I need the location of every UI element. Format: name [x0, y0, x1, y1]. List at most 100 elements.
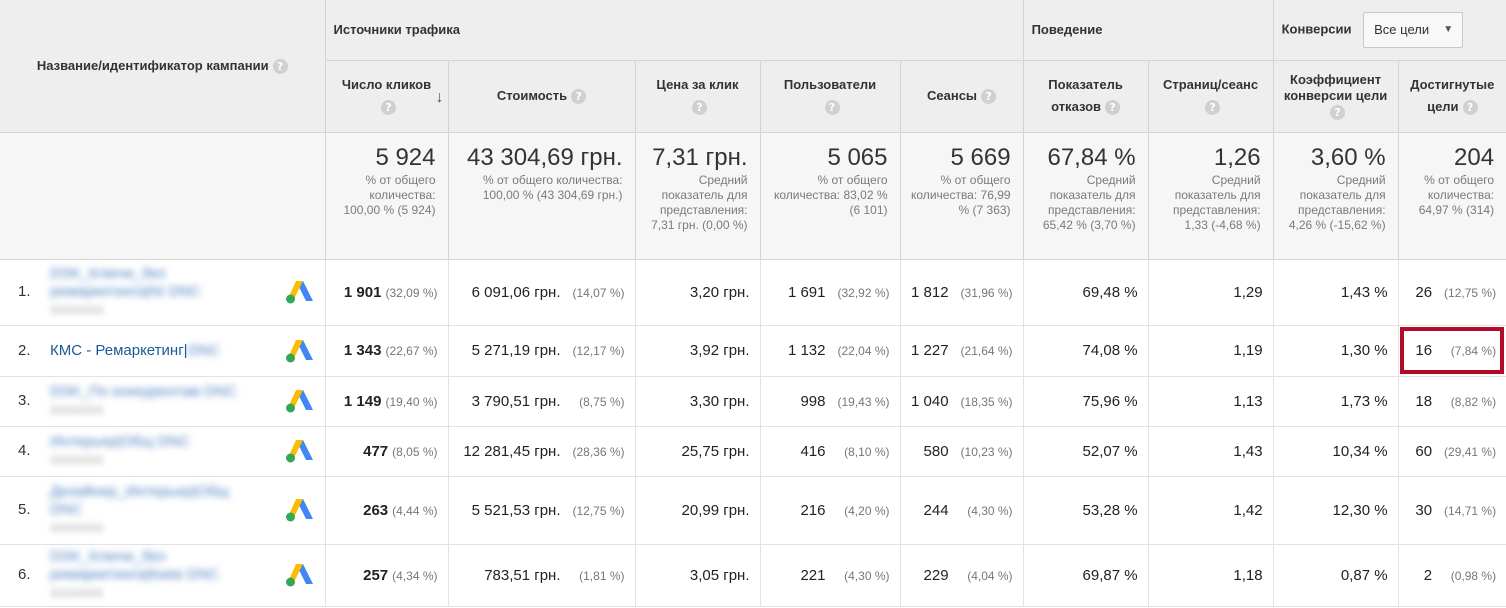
help-icon[interactable]: ? — [981, 89, 997, 105]
cost-cell: 783,51 грн. (1,81 %) — [448, 544, 636, 607]
group-traffic: Источники трафика — [325, 0, 1024, 61]
help-icon[interactable]: ? — [1462, 100, 1478, 116]
col-cpc[interactable]: Цена за клик? — [635, 60, 761, 133]
sessions-cell: 1 040 (18,35 %) — [900, 376, 1024, 427]
summary-goals: 204% от общего количества: 64,97 % (314) — [1398, 132, 1506, 260]
summary-users: 5 065% от общего количества: 83,02 % (6 … — [760, 132, 901, 260]
table-row: 1. DSK_Ключи_без ремаркетинга|NI DNC 1111… — [0, 259, 1506, 326]
google-ads-icon — [285, 390, 313, 413]
campaign-cell: 2. КМС - Ремаркетинг|DNC — [0, 325, 326, 377]
row-index: 3. — [18, 392, 31, 409]
cost-cell: 5 271,19 грн. (12,17 %) — [448, 325, 636, 377]
pages-cell: 1,29 — [1148, 259, 1274, 326]
summary-cost: 43 304,69 грн.% от общего количества: 10… — [448, 132, 636, 260]
campaign-link[interactable]: DSK_Ключи_без ремаркетинга|NI DNC 1111111… — [50, 265, 201, 316]
row-index: 2. — [18, 341, 31, 359]
help-icon[interactable]: ? — [1105, 100, 1121, 116]
table-row: 5. Дизайнер_Интерьер|Общ DNC 1111111111 2… — [0, 476, 1506, 545]
google-ads-icon — [285, 499, 313, 522]
google-ads-icon — [285, 440, 313, 463]
col-conv-rate[interactable]: Коэффициент конверсии цели? — [1273, 60, 1399, 133]
cpc-cell: 25,75 грн. — [635, 426, 761, 477]
conv-rate-cell: 12,30 % — [1273, 476, 1399, 545]
summary-bounce: 67,84 % Средний показатель для представле… — [1023, 132, 1149, 260]
col-bounce[interactable]: Показатель отказов? — [1023, 60, 1149, 133]
goals-cell: 18 (8,82 %) — [1398, 376, 1506, 427]
cpc-cell: 3,20 грн. — [635, 259, 761, 326]
cost-cell: 5 521,53 грн. (12,75 %) — [448, 476, 636, 545]
cost-cell: 12 281,45 грн. (28,36 %) — [448, 426, 636, 477]
clicks-cell: 1 901 (32,09 %) — [325, 259, 449, 326]
bounce-cell: 75,96 % — [1023, 376, 1149, 427]
row-index: 4. — [18, 442, 31, 459]
users-cell: 1 691 (32,92 %) — [760, 259, 901, 326]
table-row: 6. DSK_Ключи_без ремаркетинга|Киев DNC 11… — [0, 544, 1506, 607]
google-ads-icon — [285, 564, 313, 587]
campaign-cell: 4. Интерьер|Общ DNC 1111111111 — [0, 426, 326, 477]
col-users[interactable]: Пользователи? — [760, 60, 901, 133]
row-index: 1. — [18, 283, 31, 300]
users-cell: 416 (8,10 %) — [760, 426, 901, 477]
pages-cell: 1,43 — [1148, 426, 1274, 477]
campaign-cell: 6. DSK_Ключи_без ремаркетинга|Киев DNC 11… — [0, 544, 326, 607]
bounce-cell: 69,48 % — [1023, 259, 1149, 326]
pages-cell: 1,13 — [1148, 376, 1274, 427]
campaign-cell: 1. DSK_Ключи_без ремаркетинга|NI DNC 1111… — [0, 259, 326, 326]
goals-cell: 60 (29,41 %) — [1398, 426, 1506, 477]
clicks-cell: 263 (4,44 %) — [325, 476, 449, 545]
summary-pages: 1,26 Средний показатель для представления… — [1148, 132, 1274, 260]
campaign-link[interactable]: DSK_Ключи_без ремаркетинга|Киев DNC 11111… — [50, 548, 220, 599]
help-icon[interactable]: ? — [692, 100, 707, 116]
clicks-cell: 477 (8,05 %) — [325, 426, 449, 477]
users-cell: 216 (4,20 %) — [760, 476, 901, 545]
col-goals[interactable]: Достигнутые цели? — [1398, 60, 1506, 133]
campaign-column-header[interactable]: Название/идентификатор кампании? — [0, 0, 326, 133]
summary-clicks: 5 924% от общего количества: 100,00 % (5… — [325, 132, 449, 260]
sort-desc-icon[interactable]: ↓ — [435, 89, 444, 106]
google-ads-icon — [285, 339, 313, 362]
help-icon[interactable]: ? — [1205, 100, 1221, 116]
pages-cell: 1,18 — [1148, 544, 1274, 607]
goals-cell: 2 (0,98 %) — [1398, 544, 1506, 607]
help-icon[interactable]: ? — [381, 100, 396, 116]
bounce-cell: 53,28 % — [1023, 476, 1149, 545]
clicks-cell: 1 149 (19,40 %) — [325, 376, 449, 427]
help-icon[interactable]: ? — [824, 100, 840, 116]
group-conversions: Конверсии Все цели ▼ — [1273, 0, 1506, 61]
dropdown-arrow-icon: ▼ — [1443, 23, 1454, 35]
conv-rate-cell: 1,30 % — [1273, 325, 1399, 377]
table-row: 4. Интерьер|Общ DNC 1111111111 477 (8,05 %… — [0, 426, 1506, 477]
goal-select[interactable]: Все цели ▼ — [1363, 11, 1464, 48]
help-icon[interactable]: ? — [1330, 105, 1346, 121]
campaign-link[interactable]: Дизайнер_Интерьер|Общ DNC 1111111111 — [50, 483, 229, 534]
summary-row: 5 924% от общего количества: 100,00 % (5… — [0, 132, 1506, 260]
sessions-cell: 1 812 (31,96 %) — [900, 259, 1024, 326]
cpc-cell: 3,92 грн. — [635, 325, 761, 377]
row-index: 5. — [18, 501, 31, 518]
campaign-link[interactable]: КМС - Ремаркетинг|DNC — [50, 341, 221, 359]
help-icon[interactable]: ? — [272, 58, 288, 74]
campaign-link[interactable]: DSK_По конкурентам DNC 1111111111 — [50, 383, 237, 416]
campaign-link[interactable]: Интерьер|Общ DNC 1111111111 — [50, 433, 191, 466]
cpc-cell: 20,99 грн. — [635, 476, 761, 545]
goals-cell-highlighted: 16 (7,84 %) — [1398, 325, 1506, 377]
col-sessions[interactable]: Сеансы? — [900, 60, 1024, 133]
google-ads-icon — [285, 281, 313, 304]
summary-cpc: 7,31 грн. Средний показатель для представ… — [635, 132, 761, 260]
help-icon[interactable]: ? — [571, 89, 587, 105]
conv-rate-cell: 10,34 % — [1273, 426, 1399, 477]
pages-cell: 1,42 — [1148, 476, 1274, 545]
sessions-cell: 580 (10,23 %) — [900, 426, 1024, 477]
bounce-cell: 52,07 % — [1023, 426, 1149, 477]
users-cell: 221 (4,30 %) — [760, 544, 901, 607]
col-clicks[interactable]: Число кликов? ↓ — [325, 60, 449, 133]
col-pages[interactable]: Страниц/сеанс? — [1148, 60, 1274, 133]
cpc-cell: 3,30 грн. — [635, 376, 761, 427]
users-cell: 1 132 (22,04 %) — [760, 325, 901, 377]
row-index: 6. — [18, 566, 31, 583]
campaign-cell: 5. Дизайнер_Интерьер|Общ DNC 1111111111 — [0, 476, 326, 545]
conv-rate-cell: 1,73 % — [1273, 376, 1399, 427]
col-cost[interactable]: Стоимость? — [448, 60, 636, 133]
pages-cell: 1,19 — [1148, 325, 1274, 377]
